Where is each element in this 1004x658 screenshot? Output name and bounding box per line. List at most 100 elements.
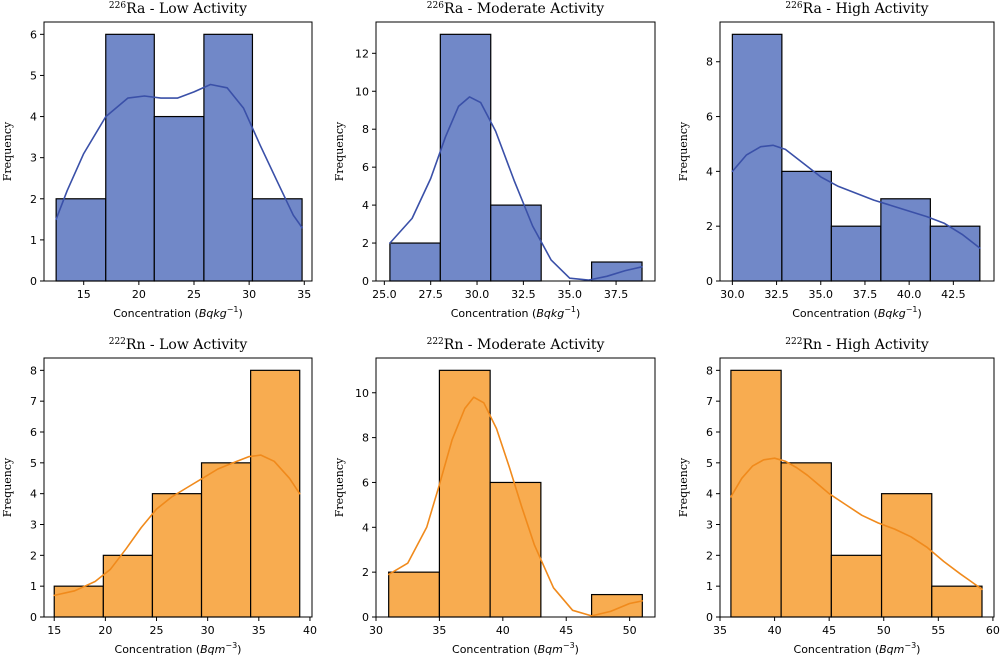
chart-title: 222Rn - Moderate Activity bbox=[427, 337, 605, 353]
axes-frame bbox=[375, 357, 656, 618]
y-tick-label: 2 bbox=[362, 237, 369, 250]
title-element: Rn bbox=[802, 337, 822, 353]
title-element: Ra bbox=[126, 1, 145, 17]
y-tick-label: 8 bbox=[362, 432, 369, 445]
y-axis-label: Frequency bbox=[677, 121, 690, 181]
y-tick-label: 10 bbox=[355, 85, 369, 98]
histogram-bar bbox=[388, 571, 441, 618]
x-tick-label: 50 bbox=[623, 624, 637, 637]
x-tick-label: 25 bbox=[150, 624, 164, 637]
histogram-bar bbox=[830, 554, 883, 618]
x-tick-label: 37.5 bbox=[604, 288, 629, 301]
x-tick-label: 50 bbox=[877, 624, 891, 637]
histogram-bar bbox=[880, 198, 931, 282]
x-label-text: Concentration ( bbox=[115, 643, 201, 656]
chart-panel-2: 25.0 27.5 30.0 32.5 35.0 37.5 0 2 4 6 8 10 12 226Ra -… bbox=[333, 1, 656, 320]
x-label-close: ) bbox=[916, 643, 920, 656]
histogram-bar bbox=[830, 225, 882, 282]
x-tick-label: 35 bbox=[297, 288, 311, 301]
y-tick-label: 8 bbox=[30, 364, 37, 377]
x-tick-label: 30 bbox=[201, 624, 215, 637]
chart-panel-4: 15 20 25 30 35 40 0 1 2 3 4 5 6 7 8 222Rn - Low Activit… bbox=[1, 337, 317, 656]
x-tick-label: 40 bbox=[303, 624, 317, 637]
histogram-bar bbox=[105, 33, 155, 282]
kde-curve bbox=[389, 96, 643, 281]
y-tick-label: 6 bbox=[30, 426, 37, 439]
title-text: - Moderate Activity bbox=[463, 1, 604, 17]
x-label-exponent: −1 bbox=[906, 305, 918, 314]
y-tick-label: 1 bbox=[30, 580, 37, 593]
y-tick-label: 7 bbox=[706, 395, 713, 408]
chart-panel-3: 30.0 32.5 35.0 37.5 40.0 42.5 0 2 4 6 8 226Ra - Hig… bbox=[677, 1, 995, 320]
x-tick-label: 35 bbox=[432, 624, 446, 637]
histogram-bar bbox=[251, 198, 303, 282]
x-tick-label: 20 bbox=[132, 288, 146, 301]
y-tick-label: 4 bbox=[706, 165, 713, 178]
histogram-bar bbox=[53, 585, 104, 618]
x-tick-label: 25.0 bbox=[372, 288, 397, 301]
y-tick-label: 2 bbox=[706, 549, 713, 562]
x-axis-label: Concentration (Bqkg−1) bbox=[113, 305, 243, 320]
title-isotope: 222 bbox=[785, 337, 802, 347]
chart-panel-1: 15 20 25 30 35 0 1 2 3 4 5 6 226Ra - Low Activity Con… bbox=[1, 1, 313, 320]
x-tick-label: 37.5 bbox=[853, 288, 878, 301]
histogram-bar bbox=[780, 462, 832, 618]
x-label-exponent: −1 bbox=[564, 305, 576, 314]
title-isotope: 226 bbox=[427, 1, 444, 11]
histogram-bar bbox=[439, 33, 492, 282]
title-text: - High Activity bbox=[822, 1, 929, 17]
histogram-bar bbox=[153, 115, 205, 282]
x-tick-label: 27.5 bbox=[418, 288, 443, 301]
x-label-unit: Bqm bbox=[200, 643, 225, 656]
y-tick-label: 0 bbox=[30, 275, 37, 288]
title-isotope: 222 bbox=[109, 337, 126, 347]
kde-curve bbox=[55, 83, 303, 229]
histogram-bar bbox=[151, 493, 203, 618]
chart-title: 226Ra - Low Activity bbox=[109, 1, 247, 17]
kde-curve bbox=[387, 396, 644, 617]
x-tick-label: 32.5 bbox=[764, 288, 789, 301]
y-tick-label: 0 bbox=[706, 611, 713, 624]
x-tick-label: 25 bbox=[187, 288, 201, 301]
histogram-bar bbox=[880, 493, 933, 618]
x-label-text: Concentration ( bbox=[451, 307, 537, 320]
y-tick-label: 6 bbox=[362, 161, 369, 174]
x-tick-label: 40 bbox=[768, 624, 782, 637]
axes-frame bbox=[43, 21, 313, 282]
y-tick-label: 2 bbox=[30, 549, 37, 562]
title-isotope: 226 bbox=[785, 1, 802, 11]
x-label-close: ) bbox=[237, 643, 241, 656]
x-tick-label: 20 bbox=[98, 624, 112, 637]
y-tick-label: 12 bbox=[355, 47, 369, 60]
histogram-bar bbox=[781, 170, 832, 282]
x-axis-label: Concentration (Bqm−3) bbox=[452, 641, 579, 656]
y-tick-label: 0 bbox=[30, 611, 37, 624]
x-label-text: Concentration ( bbox=[792, 307, 878, 320]
histogram-bar bbox=[929, 225, 981, 282]
x-axis-label: Concentration (Bqkg−1) bbox=[451, 305, 581, 320]
y-tick-label: 3 bbox=[30, 152, 37, 165]
x-label-exponent: −3 bbox=[563, 641, 575, 650]
y-axis-label: Frequency bbox=[1, 121, 14, 181]
x-label-close: ) bbox=[918, 307, 922, 320]
x-tick-label: 30 bbox=[242, 288, 256, 301]
y-tick-label: 6 bbox=[30, 28, 37, 41]
chart-panel-5: 30 35 40 45 50 0 2 4 6 8 10 222Rn - Moderate Activi… bbox=[333, 337, 656, 656]
histogram-bar bbox=[250, 369, 301, 618]
title-text: - Moderate Activity bbox=[463, 337, 604, 353]
y-tick-label: 0 bbox=[362, 275, 369, 288]
x-label-text: Concentration ( bbox=[794, 643, 880, 656]
x-tick-label: 40.0 bbox=[897, 288, 922, 301]
histogram-bar bbox=[200, 462, 252, 618]
x-tick-label: 32.5 bbox=[511, 288, 536, 301]
title-element: Ra bbox=[444, 1, 463, 17]
y-tick-label: 6 bbox=[706, 111, 713, 124]
x-label-text: Concentration ( bbox=[452, 643, 538, 656]
y-tick-label: 2 bbox=[706, 220, 713, 233]
x-tick-label: 55 bbox=[931, 624, 945, 637]
axes-frame bbox=[43, 357, 313, 618]
x-tick-label: 30 bbox=[369, 624, 383, 637]
histogram-bar bbox=[931, 585, 983, 618]
chart-title: 226Ra - High Activity bbox=[785, 1, 928, 17]
